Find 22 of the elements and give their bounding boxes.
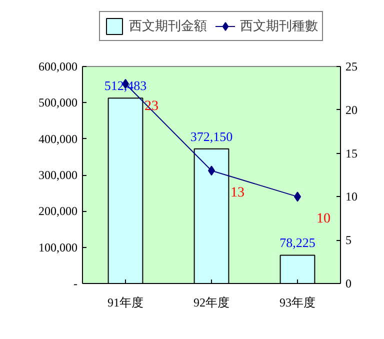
data-label: 10 xyxy=(316,212,330,227)
y2-tick-label: 25 xyxy=(346,60,358,74)
legend-label: 西文期刊金額 xyxy=(129,17,207,35)
y-tick-label: 500,000 xyxy=(38,96,78,110)
y2-tick-label: 15 xyxy=(346,146,358,160)
y2-tick-label: 0 xyxy=(346,276,352,290)
y-tick-label: 600,000 xyxy=(38,60,78,74)
y-tick-label: 100,000 xyxy=(38,240,78,254)
y2-tick-label: 20 xyxy=(346,102,358,117)
y-tick-label: 200,000 xyxy=(38,204,78,218)
data-label: 13 xyxy=(230,186,244,201)
y2-tick-label: 5 xyxy=(346,233,352,248)
data-label: 372,150 xyxy=(190,128,233,144)
x-tick-label: 93年度 xyxy=(280,296,316,310)
legend-label: 西文期刊種數 xyxy=(240,17,318,35)
data-label: 78,225 xyxy=(280,235,316,250)
y-tick-label: 300,000 xyxy=(38,168,78,182)
y-tick-label: - xyxy=(74,276,78,290)
x-tick-label: 92年度 xyxy=(194,296,230,310)
x-tick-label: 91年度 xyxy=(108,296,144,310)
y2-tick-label: 10 xyxy=(346,190,358,204)
y-tick-label: 400,000 xyxy=(38,132,78,146)
